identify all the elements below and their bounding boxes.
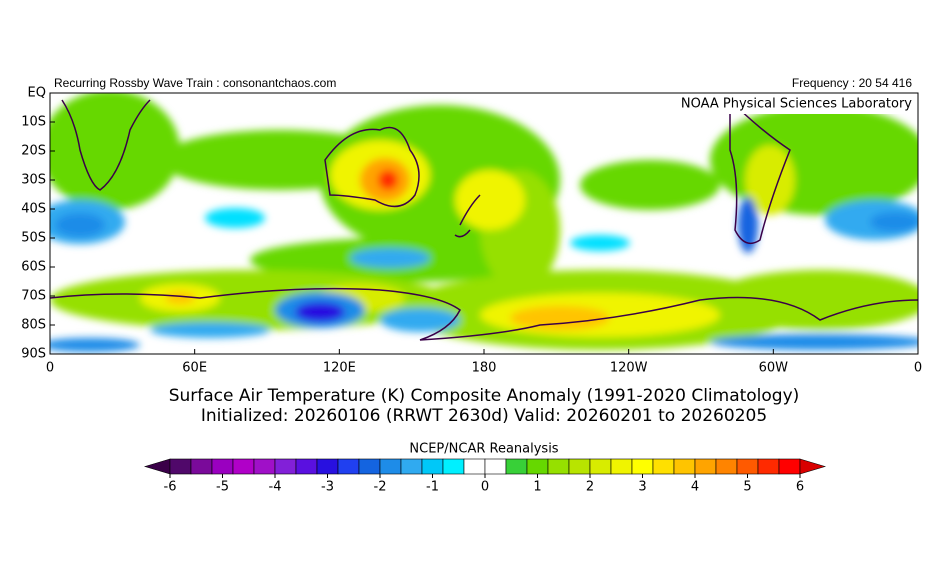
- lat-label: 30S: [21, 173, 46, 188]
- lat-label: EQ: [28, 86, 46, 101]
- colorbar-segment: [673, 458, 696, 475]
- lon-label: 60W: [759, 361, 789, 376]
- colorbar-segment: [295, 458, 318, 475]
- colorbar-segment: [232, 458, 255, 475]
- colorbar-segment: [190, 458, 213, 475]
- lon-label: 120E: [323, 361, 356, 376]
- colorbar-segment: [316, 458, 339, 475]
- lon-label: 180: [472, 361, 497, 376]
- colorbar-low-arrow: [143, 458, 171, 475]
- colorbar-segment: [631, 458, 654, 475]
- colorbar-segment: [505, 458, 528, 475]
- credit-box: [618, 94, 917, 114]
- colorbar-segment: [442, 458, 465, 475]
- lat-label: 40S: [21, 202, 46, 217]
- colorbar-segment: [526, 458, 549, 475]
- lat-label: 70S: [21, 289, 46, 304]
- colorbar-segment: [736, 458, 759, 475]
- colorbar-tick-label: -6: [164, 480, 177, 495]
- lat-label: 20S: [21, 144, 46, 159]
- colorbar-tick-label: -4: [269, 480, 282, 495]
- lon-label: 120W: [610, 361, 648, 376]
- colorbar-tick-label: -3: [321, 480, 334, 495]
- title-line1: Surface Air Temperature (K) Composite An…: [169, 386, 800, 406]
- lat-label: 60S: [21, 260, 46, 275]
- colorbar-segment: [463, 458, 486, 475]
- header-left: Recurring Rossby Wave Train : consonantc…: [54, 76, 336, 90]
- lat-label: 80S: [21, 318, 46, 333]
- colorbar-segment: [484, 458, 507, 475]
- colorbar-tick-label: 6: [796, 480, 804, 495]
- header-right: Frequency : 20 54 416: [792, 76, 912, 90]
- colorbar-tick-label: 0: [481, 480, 489, 495]
- colorbar-segment: [211, 458, 234, 475]
- colorbar-segment: [169, 458, 192, 475]
- colorbar-tick-label: -1: [426, 480, 439, 495]
- colorbar-high-arrow: [799, 458, 827, 475]
- colorbar-tick-label: -2: [374, 480, 387, 495]
- colorbar-tick-label: 1: [533, 480, 541, 495]
- colorbar-tick-label: 5: [743, 480, 751, 495]
- colorbar-segment: [253, 458, 276, 475]
- colorbar-segment: [589, 458, 612, 475]
- colorbar-segment: [652, 458, 675, 475]
- colorbar-segment: [379, 458, 402, 475]
- colorbar-segment: [778, 458, 801, 475]
- lat-label: 50S: [21, 231, 46, 246]
- colorbar-tick-label: -5: [216, 480, 229, 495]
- colorbar-segment: [715, 458, 738, 475]
- colorbar-tick-label: 3: [638, 480, 646, 495]
- anomaly-field: [50, 93, 918, 354]
- lat-label: 10S: [21, 115, 46, 130]
- colorbar-segment: [694, 458, 717, 475]
- colorbar-tick-label: 2: [586, 480, 594, 495]
- colorbar-segment: [547, 458, 570, 475]
- colorbar-label: NCEP/NCAR Reanalysis: [409, 442, 558, 457]
- colorbar-segment: [421, 458, 444, 475]
- colorbar-segment: [358, 458, 381, 475]
- lat-label: 90S: [21, 347, 46, 362]
- colorbar-segment: [757, 458, 780, 475]
- credit: NOAA Physical Sciences Laboratory: [681, 97, 912, 112]
- title-line2: Initialized: 20260106 (RRWT 2630d) Valid…: [201, 406, 767, 426]
- colorbar-segment: [610, 458, 633, 475]
- colorbar-tick-label: 4: [691, 480, 699, 495]
- colorbar-segment: [337, 458, 360, 475]
- lon-label: 60E: [182, 361, 207, 376]
- colorbar-segment: [568, 458, 591, 475]
- colorbar-segment: [400, 458, 423, 475]
- lon-label: 0: [46, 361, 54, 376]
- colorbar-segment: [274, 458, 297, 475]
- lon-label: 0: [914, 361, 922, 376]
